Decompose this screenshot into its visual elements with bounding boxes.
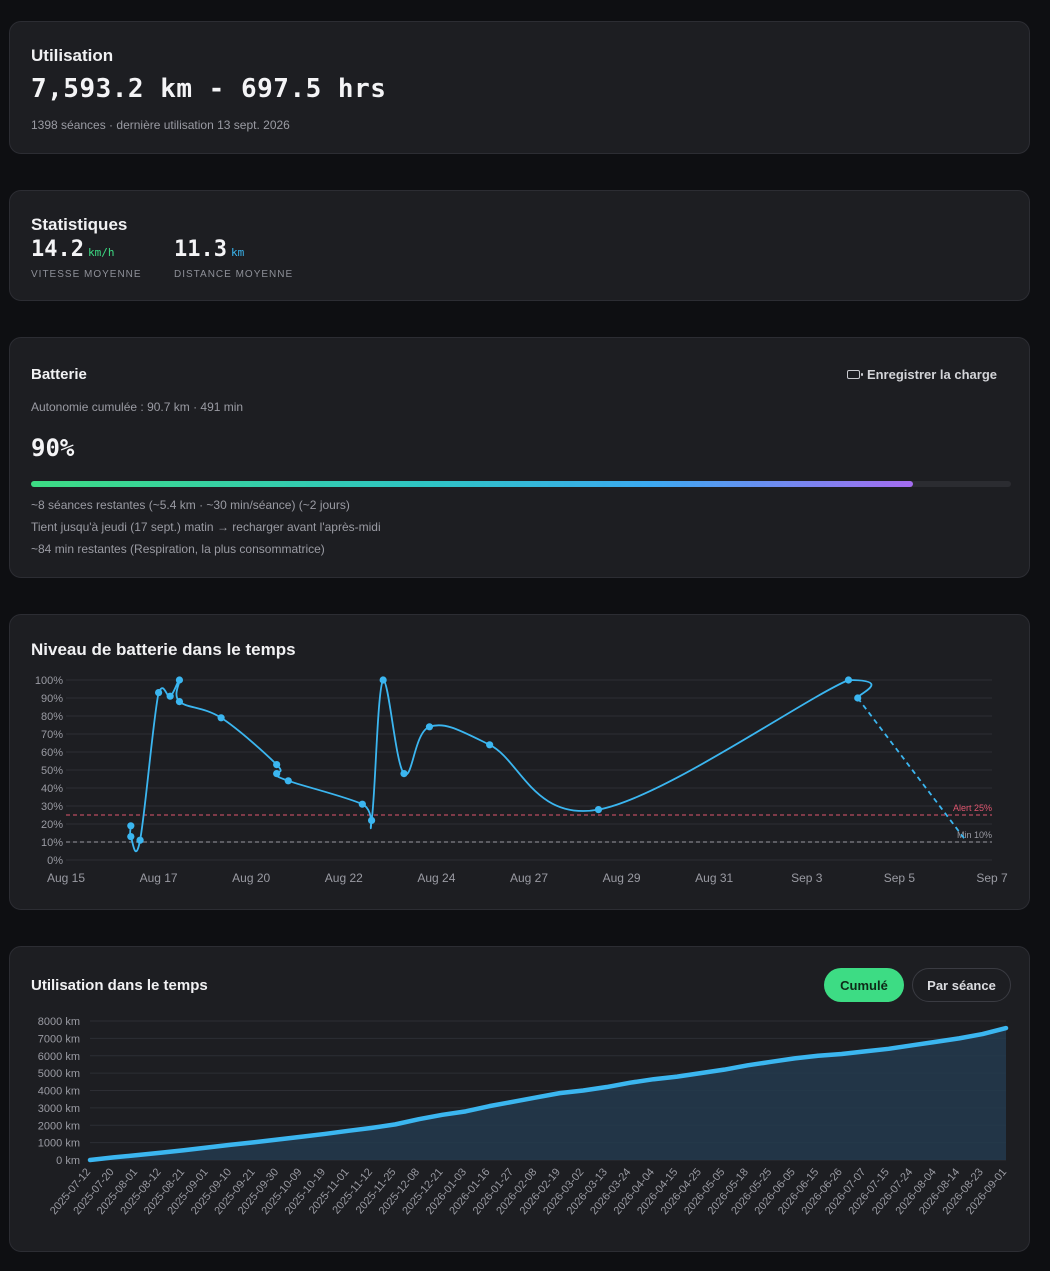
- y-tick-label: 0 km: [56, 1155, 80, 1167]
- stat-speed-label: VITESSE MOYENNE: [31, 269, 142, 280]
- battery-data-point: [400, 770, 408, 778]
- y-tick-label: 7000 km: [38, 1033, 80, 1045]
- stats-title: Statistiques: [31, 215, 128, 234]
- y-tick-label: 70%: [41, 729, 63, 741]
- battery-data-point: [594, 806, 603, 814]
- battery-progress-fill: [31, 481, 913, 487]
- battery-data-point: [175, 698, 184, 706]
- y-tick-label: 80%: [41, 711, 63, 723]
- battery-data-point: [127, 822, 135, 830]
- stat-distance-label: DISTANCE MOYENNE: [174, 269, 294, 280]
- y-tick-label: 90%: [41, 693, 63, 705]
- battery-card: Batterie Enregistrer la charge Autonomie…: [9, 337, 1030, 578]
- y-tick-label: 5000 km: [38, 1068, 80, 1080]
- battery-data-point: [844, 676, 853, 684]
- x-tick-label: Sep 7: [976, 871, 1008, 885]
- record-charge-label: Enregistrer la charge: [866, 367, 997, 382]
- usage-chart-card: 0 km 1000 km 2000 km 3000 km 4000 km 5000 km 6…: [9, 946, 1030, 1252]
- battery-autonomy: Autonomie cumulée : 90.7 km · 491 min: [31, 400, 244, 414]
- usage-series-line: [87, 1025, 1009, 1163]
- y-tick-label: 0%: [47, 855, 63, 867]
- x-tick-label: Sep 5: [884, 871, 916, 885]
- y-tick-label: 2000 km: [38, 1120, 80, 1132]
- battery-data-point: [379, 676, 387, 684]
- battery-data-point: [136, 836, 144, 844]
- stat-distance-unit: km: [230, 246, 245, 259]
- y-tick-label: 10%: [41, 837, 63, 849]
- usage-title: Utilisation: [31, 46, 114, 65]
- usage-chart-title: Utilisation dans le temps: [31, 977, 208, 994]
- battery-progress-track: [31, 481, 1011, 487]
- battery-minutes-left: ~84 min restantes (Respiration, la plus …: [31, 542, 325, 556]
- battery-series-line: [129, 679, 873, 853]
- battery-data-point: [127, 833, 135, 841]
- x-tick-label: Aug 29: [603, 871, 641, 885]
- threshold-label: Min 10%: [957, 830, 992, 840]
- y-tick-label: 50%: [41, 765, 63, 777]
- battery-level-chart: 0% 10% 20% 30% 40% 50% 60% 70% 80% 90% 100% Aug 15 A…: [35, 675, 1008, 885]
- battery-data-point: [425, 723, 434, 731]
- battery-forecast-line: [857, 697, 965, 839]
- y-tick-label: 100%: [35, 675, 63, 687]
- battery-data-point: [284, 777, 292, 785]
- battery-data-point: [273, 761, 281, 769]
- x-tick-label: Aug 20: [232, 871, 270, 885]
- x-tick-label: Aug 22: [325, 871, 363, 885]
- x-tick-label: Sep 3: [791, 871, 823, 885]
- usage-subline: 1398 séances · dernière utilisation 13 s…: [31, 118, 290, 132]
- usage-over-time-chart: 0 km 1000 km 2000 km 3000 km 4000 km 5000 km 6…: [38, 1016, 1010, 1217]
- battery-data-point: [155, 689, 163, 697]
- stat-distance: 11.3 km DISTANCE MOYENNE: [174, 237, 292, 280]
- y-tick-label: 8000 km: [38, 1016, 80, 1028]
- x-tick-label: Aug 17: [140, 871, 178, 885]
- battery-icon: [846, 370, 863, 379]
- cumulative-toggle-button[interactable]: Cumulé: [824, 968, 904, 1002]
- usage-headline: 7,593.2 km - 697.5 hrs: [31, 74, 387, 104]
- x-tick-label: Aug 24: [417, 871, 455, 885]
- battery-data-point: [358, 800, 366, 808]
- y-tick-label: 40%: [41, 783, 63, 795]
- x-tick-label: Aug 31: [695, 871, 733, 885]
- stat-speed-value: 14.2: [31, 237, 84, 262]
- y-tick-label: 4000 km: [38, 1086, 80, 1098]
- usage-card: Utilisation 7,593.2 km - 697.5 hrs 1398 …: [9, 21, 1030, 154]
- threshold-label: Alert 25%: [953, 803, 992, 813]
- battery-data-point: [486, 741, 494, 749]
- battery-data-point: [854, 694, 862, 702]
- y-tick-label: 20%: [41, 819, 63, 831]
- stat-speed-unit: km/h: [87, 246, 115, 259]
- battery-data-point: [367, 816, 376, 824]
- per-session-toggle-button[interactable]: Par séance: [912, 968, 1011, 1002]
- y-tick-label: 30%: [41, 801, 63, 813]
- stat-speed: 14.2 km/h VITESSE MOYENNE: [31, 237, 141, 280]
- y-tick-label: 1000 km: [38, 1138, 80, 1150]
- y-tick-label: 60%: [41, 747, 63, 759]
- battery-data-point: [166, 692, 174, 700]
- x-tick-label: Aug 15: [47, 871, 85, 885]
- y-tick-label: 6000 km: [38, 1051, 80, 1063]
- battery-data-point: [175, 676, 184, 684]
- battery-recharge-hint: Tient jusqu'à jeudi (17 sept.) matin → r…: [31, 520, 381, 534]
- stat-distance-value: 11.3: [174, 237, 227, 262]
- battery-percent: 90%: [31, 434, 75, 462]
- battery-title: Batterie: [31, 366, 87, 383]
- stats-card: Statistiques 14.2 km/h VITESSE MOYENNE 11…: [9, 190, 1030, 301]
- battery-chart-title: Niveau de batterie dans le temps: [31, 640, 296, 659]
- x-tick-label: Aug 27: [510, 871, 548, 885]
- y-tick-label: 3000 km: [38, 1103, 80, 1115]
- battery-sessions-left: ~8 séances restantes (~5.4 km · ~30 min/…: [31, 498, 350, 512]
- battery-data-point: [217, 714, 225, 722]
- battery-data-point: [273, 770, 281, 778]
- record-charge-button[interactable]: Enregistrer la charge: [846, 367, 997, 382]
- battery-chart-card: 0% 10% 20% 30% 40% 50% 60% 70% 80% 90% 100% Aug 15 A…: [9, 614, 1030, 910]
